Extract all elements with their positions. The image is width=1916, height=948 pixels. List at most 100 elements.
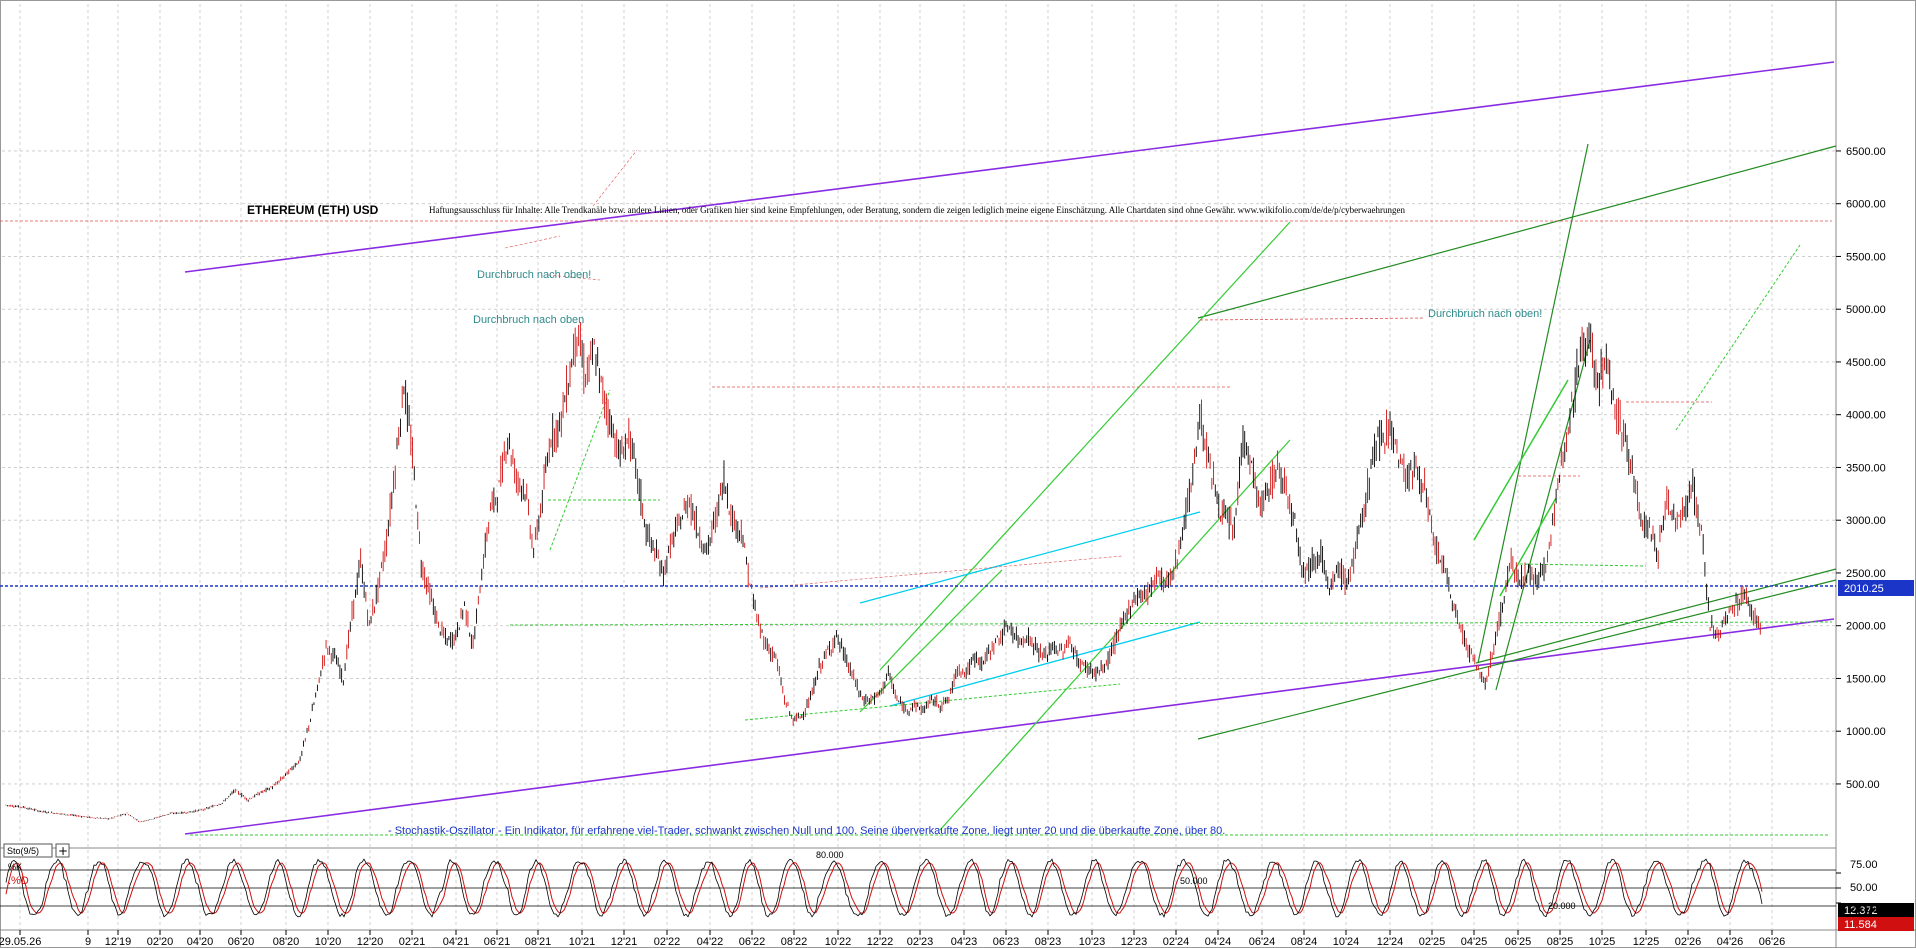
purple-channel-lower	[184, 618, 1835, 835]
trend-lines	[0, 61, 1837, 836]
oscillator-name: Sto(9/5)	[7, 846, 39, 856]
y-tick-label: 5500.00	[1846, 251, 1886, 263]
x-tick-label: 06'24	[1249, 936, 1276, 948]
x-tick-label: 06'20	[228, 936, 255, 948]
x-tick-label: 02'26	[1675, 936, 1702, 948]
y-tick-label: 6000.00	[1846, 199, 1886, 211]
x-tick-label: 9	[85, 936, 91, 948]
cyan-lower	[889, 621, 1201, 707]
oscillator-name-box	[3, 843, 53, 858]
y-tick-label: 1500.00	[1846, 673, 1886, 685]
x-tick-label: 06'21	[484, 936, 511, 948]
date-axis: 29.05.26 9 12'19 02'20 04'20 06'20 08'20 10'20 1…	[0, 930, 1785, 948]
plus-icon[interactable]: +	[58, 844, 68, 858]
green-channel-lower	[1197, 579, 1837, 740]
green-dashed-1720	[509, 621, 1833, 626]
x-tick-label: 08'22	[781, 936, 808, 948]
light-green-steep-2	[1499, 497, 1557, 597]
osc-level-20: 20.000	[1548, 901, 1576, 911]
osc-tick-75: 75.00	[1850, 859, 1878, 871]
x-tick-label: 04'23	[951, 936, 978, 948]
green-dashed-2200	[1519, 563, 1647, 567]
x-tick-label: 04'24	[1205, 936, 1232, 948]
x-tick-label: 04'25	[1461, 936, 1488, 948]
red-dashed-4000	[1199, 317, 1426, 321]
x-tick-label: 06'26	[1759, 936, 1786, 948]
x-tick-label: 10'23	[1079, 936, 1106, 948]
y-tick-label: 3000.00	[1846, 515, 1886, 527]
d-legend: .%D	[8, 875, 29, 887]
osc-tick-25: 25.00	[1850, 903, 1878, 915]
x-tick-label: 12'21	[611, 936, 638, 948]
stoch-k-line	[5, 858, 1763, 918]
x-tick-label: 02'21	[399, 936, 426, 948]
cyan-upper	[859, 511, 1201, 604]
x-tick-label: 04'21	[443, 936, 470, 948]
k-value-badge	[1838, 903, 1914, 917]
x-tick-label: 08'24	[1291, 936, 1318, 948]
light-green-channel-upper	[879, 221, 1291, 671]
green-channel-upper	[1197, 145, 1837, 319]
x-tick-label: 12'24	[1377, 936, 1404, 948]
k-legend: %K	[8, 862, 22, 872]
d-value-badge	[1838, 917, 1914, 931]
last-price-label: 2010.25	[1844, 583, 1884, 595]
y-tick-label: 4000.00	[1846, 410, 1886, 422]
osc-tick-50: 50.00	[1850, 882, 1878, 894]
x-tick-label: 08'25	[1547, 936, 1574, 948]
y-tick-label: 2500.00	[1846, 568, 1886, 580]
x-tick-label: 12'22	[867, 936, 894, 948]
y-tick-label: 2000.00	[1846, 621, 1886, 633]
x-tick-label: 04'22	[697, 936, 724, 948]
oscillator-expand-button[interactable]	[55, 843, 70, 858]
light-green-short	[859, 569, 1003, 713]
x-tick-label: 02'20	[147, 936, 174, 948]
green-dashed-diag2	[549, 389, 611, 551]
k-value-label: 12.372	[1844, 905, 1878, 917]
x-tick-label: 10'20	[315, 936, 342, 948]
x-tick-label: 04'20	[187, 936, 214, 948]
x-tick-label: 02'22	[654, 936, 681, 948]
green-support-line	[1475, 568, 1837, 664]
red-dashed-brk2	[504, 235, 561, 249]
stochastic-oscillator	[0, 858, 1841, 918]
green-steep-line-1	[1477, 143, 1589, 664]
green-dashed-diag	[744, 683, 1121, 721]
x-tick-label: 02'25	[1419, 936, 1446, 948]
x-tick-label: 12'25	[1633, 936, 1660, 948]
x-tick-label: 10'24	[1333, 936, 1360, 948]
x-tick-label: 06'25	[1505, 936, 1532, 948]
x-tick-label: 29.05.26	[0, 936, 41, 948]
green-steep-line-2	[1495, 339, 1591, 691]
x-tick-label: 10'22	[825, 936, 852, 948]
x-tick-label: 06'23	[993, 936, 1020, 948]
osc-level-50: 50.000	[1180, 876, 1208, 886]
annotation-breakout-1: Durchbruch nach oben!	[477, 269, 591, 281]
red-dashed-diag	[759, 555, 1123, 589]
x-tick-label: 04'26	[1717, 936, 1744, 948]
x-tick-label: 12'19	[105, 936, 132, 948]
x-tick-label: 08'23	[1035, 936, 1062, 948]
x-tick-label: 08'20	[273, 936, 300, 948]
x-tick-label: 02'24	[1163, 936, 1190, 948]
x-tick-label: 12'20	[357, 936, 384, 948]
x-tick-label: 06'22	[739, 936, 766, 948]
x-tick-label: 10'25	[1589, 936, 1616, 948]
y-tick-label: 500.00	[1846, 779, 1880, 791]
last-price-badge	[1838, 580, 1914, 596]
light-green-steep	[1473, 379, 1569, 541]
y-tick-label: 1000.00	[1846, 726, 1886, 738]
annotation-breakout-2: Durchbruch nach oben	[473, 314, 584, 326]
x-tick-label: 10'21	[569, 936, 596, 948]
osc-level-80: 80.000	[816, 850, 844, 860]
green-dashed-diag3	[1675, 244, 1801, 431]
price-series	[5, 321, 1761, 823]
stoch-d-line	[5, 862, 1763, 914]
d-value-label: 11.584	[1844, 919, 1877, 931]
y-tick-label: 5000.00	[1846, 304, 1886, 316]
purple-channel-upper	[184, 61, 1835, 273]
red-dashed-brk	[547, 274, 601, 281]
x-tick-label: 08'21	[525, 936, 552, 948]
